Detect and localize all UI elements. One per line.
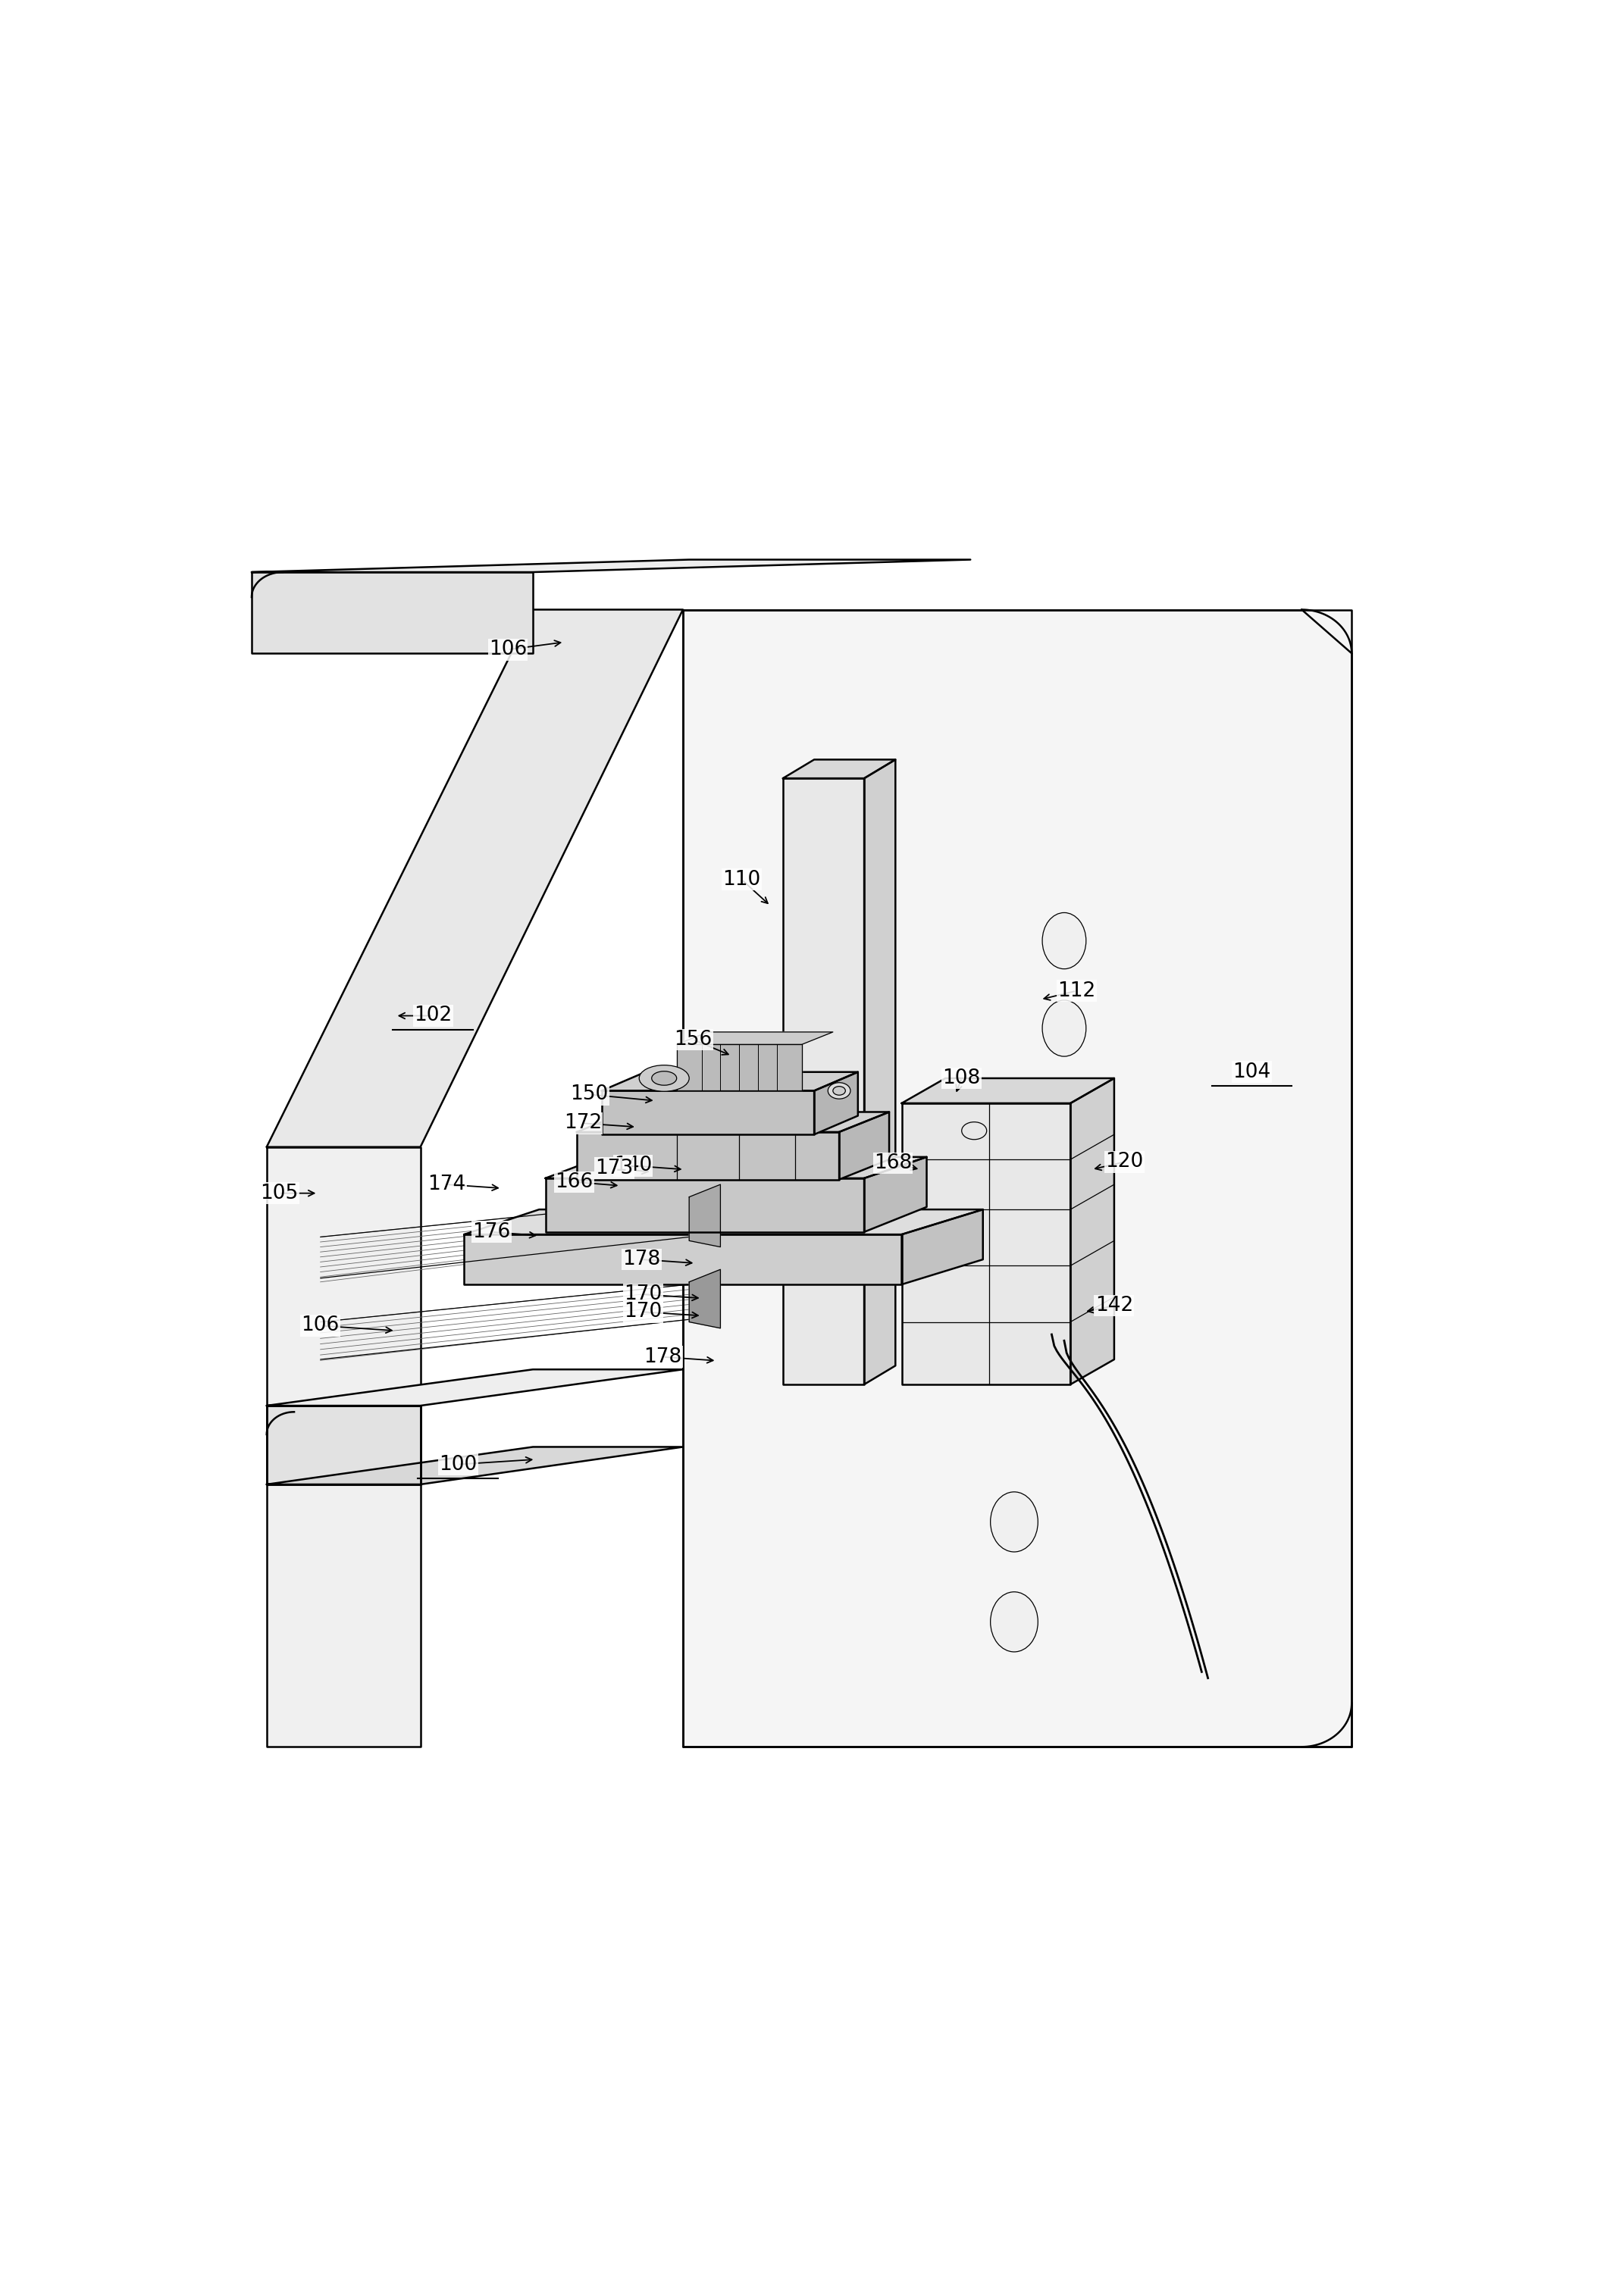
Polygon shape [689, 1270, 721, 1327]
Ellipse shape [832, 1086, 845, 1095]
Ellipse shape [990, 1492, 1037, 1552]
Polygon shape [266, 1446, 682, 1486]
Polygon shape [839, 1111, 889, 1180]
Text: 168: 168 [874, 1153, 911, 1173]
Polygon shape [577, 1111, 889, 1132]
Text: 156: 156 [674, 1029, 711, 1049]
Polygon shape [865, 760, 895, 1384]
Text: 176: 176 [473, 1221, 511, 1242]
Ellipse shape [652, 1072, 677, 1086]
Polygon shape [682, 611, 1352, 1747]
Polygon shape [677, 1045, 802, 1091]
Text: 112: 112 [1058, 980, 1095, 1001]
Polygon shape [865, 1157, 926, 1233]
Polygon shape [252, 560, 971, 572]
Polygon shape [815, 1072, 858, 1134]
Polygon shape [252, 572, 532, 654]
Text: 150: 150 [569, 1084, 608, 1104]
Ellipse shape [639, 1065, 689, 1091]
Text: 166: 166 [555, 1173, 594, 1192]
Polygon shape [677, 1031, 832, 1045]
Polygon shape [266, 1405, 421, 1486]
Ellipse shape [1042, 914, 1086, 969]
Polygon shape [902, 1079, 1115, 1104]
Text: 120: 120 [1105, 1153, 1144, 1171]
Text: 170: 170 [624, 1283, 661, 1304]
Polygon shape [545, 1178, 865, 1233]
Text: 140: 140 [615, 1155, 652, 1176]
Polygon shape [465, 1210, 982, 1235]
Text: 170: 170 [624, 1302, 661, 1322]
Text: 102: 102 [415, 1006, 452, 1026]
Polygon shape [465, 1235, 902, 1283]
Polygon shape [902, 1104, 1071, 1384]
Text: 110: 110 [723, 870, 761, 889]
Polygon shape [545, 1157, 926, 1178]
Text: 106: 106 [302, 1316, 339, 1336]
Ellipse shape [1042, 1001, 1086, 1056]
Text: 178: 178 [623, 1249, 661, 1270]
Text: 142: 142 [1095, 1295, 1134, 1316]
Polygon shape [266, 1368, 682, 1405]
Polygon shape [782, 778, 865, 1384]
Polygon shape [1071, 1079, 1115, 1384]
Ellipse shape [827, 1084, 850, 1100]
Text: 172: 172 [565, 1114, 602, 1134]
Polygon shape [266, 611, 682, 1148]
Polygon shape [689, 1185, 721, 1247]
Text: 105: 105 [260, 1182, 298, 1203]
Polygon shape [266, 1148, 421, 1747]
Polygon shape [602, 1072, 858, 1091]
Text: 106: 106 [489, 641, 527, 659]
Text: 173: 173 [595, 1159, 634, 1178]
Polygon shape [602, 1091, 815, 1134]
Polygon shape [266, 1405, 421, 1486]
Polygon shape [577, 1132, 839, 1180]
Text: 174: 174 [427, 1176, 466, 1194]
Text: 104: 104 [1232, 1063, 1271, 1081]
Ellipse shape [990, 1591, 1037, 1651]
Polygon shape [902, 1210, 982, 1283]
Text: 108: 108 [942, 1068, 981, 1088]
Text: 178: 178 [644, 1348, 682, 1366]
Text: 100: 100 [439, 1456, 477, 1474]
Polygon shape [782, 760, 895, 778]
